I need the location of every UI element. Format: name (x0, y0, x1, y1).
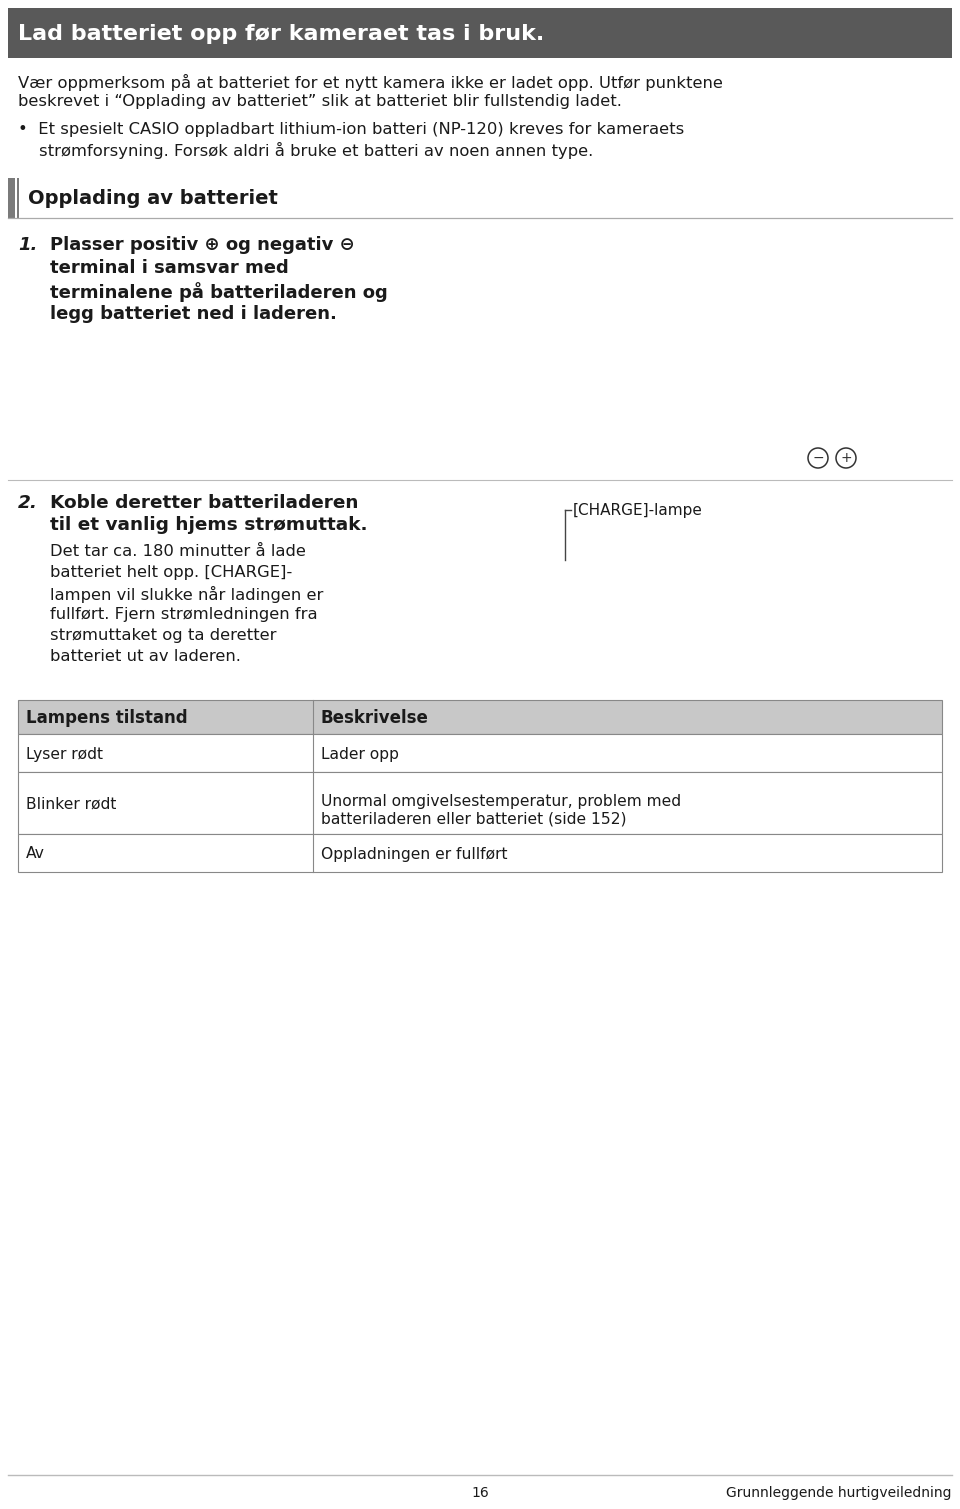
Text: legg batteriet ned i laderen.: legg batteriet ned i laderen. (50, 305, 337, 323)
Text: batteriet helt opp. [CHARGE]-: batteriet helt opp. [CHARGE]- (50, 564, 292, 579)
Text: batteriladeren eller batteriet (side 152): batteriladeren eller batteriet (side 152… (321, 812, 627, 827)
Bar (8, 8, 952, 57)
Text: Opplading av batteriet: Opplading av batteriet (28, 190, 277, 208)
Bar (18, 834, 942, 872)
Text: Lyser rødt: Lyser rødt (26, 747, 103, 762)
Text: Oppladningen er fullført: Oppladningen er fullført (321, 847, 508, 862)
Text: Blinker rødt: Blinker rødt (26, 797, 116, 812)
Bar (17, 178, 19, 217)
Text: Plasser positiv ⊕ og negativ ⊖: Plasser positiv ⊕ og negativ ⊖ (50, 235, 355, 254)
Text: Lad batteriet opp før kameraet tas i bruk.: Lad batteriet opp før kameraet tas i bru… (18, 24, 544, 44)
Bar (18, 773, 942, 834)
Text: lampen vil slukke når ladingen er: lampen vil slukke når ladingen er (50, 585, 324, 604)
Text: −: − (812, 451, 824, 465)
Text: [CHARGE]-lampe: [CHARGE]-lampe (573, 502, 703, 518)
Text: fullført. Fjern strømledningen fra: fullført. Fjern strømledningen fra (50, 607, 318, 622)
Text: Unormal omgivelsestemperatur, problem med: Unormal omgivelsestemperatur, problem me… (321, 794, 682, 809)
Text: Koble deretter batteriladeren: Koble deretter batteriladeren (50, 493, 358, 512)
Text: terminal i samsvar med: terminal i samsvar med (50, 260, 289, 278)
Bar (18, 700, 942, 733)
Text: terminalene på batteriladeren og: terminalene på batteriladeren og (50, 282, 388, 302)
Text: 2.: 2. (18, 493, 37, 512)
Text: beskrevet i “Opplading av batteriet” slik at batteriet blir fullstendig ladet.: beskrevet i “Opplading av batteriet” sli… (18, 94, 622, 109)
Text: •  Et spesielt CASIO oppladbart lithium-ion batteri (NP-120) kreves for kameraet: • Et spesielt CASIO oppladbart lithium-i… (18, 122, 684, 137)
Text: Beskrivelse: Beskrivelse (321, 709, 429, 727)
Text: 16: 16 (471, 1486, 489, 1500)
Bar (8, 178, 15, 217)
Text: batteriet ut av laderen.: batteriet ut av laderen. (50, 649, 241, 664)
Text: 1.: 1. (18, 235, 37, 254)
Text: Lader opp: Lader opp (321, 747, 399, 762)
Text: Av: Av (26, 847, 45, 862)
Text: Vær oppmerksom på at batteriet for et nytt kamera ikke er ladet opp. Utfør punkt: Vær oppmerksom på at batteriet for et ny… (18, 74, 723, 91)
Text: Det tar ca. 180 minutter å lade: Det tar ca. 180 minutter å lade (50, 545, 306, 558)
Text: til et vanlig hjems strømuttak.: til et vanlig hjems strømuttak. (50, 516, 368, 534)
Text: Lampens tilstand: Lampens tilstand (26, 709, 187, 727)
Text: Grunnleggende hurtigveiledning: Grunnleggende hurtigveiledning (727, 1486, 952, 1500)
Bar (18, 733, 942, 773)
Text: strømuttaket og ta deretter: strømuttaket og ta deretter (50, 628, 276, 643)
Text: strømforsyning. Forsøk aldri å bruke et batteri av noen annen type.: strømforsyning. Forsøk aldri å bruke et … (18, 142, 593, 158)
Text: +: + (840, 451, 852, 465)
